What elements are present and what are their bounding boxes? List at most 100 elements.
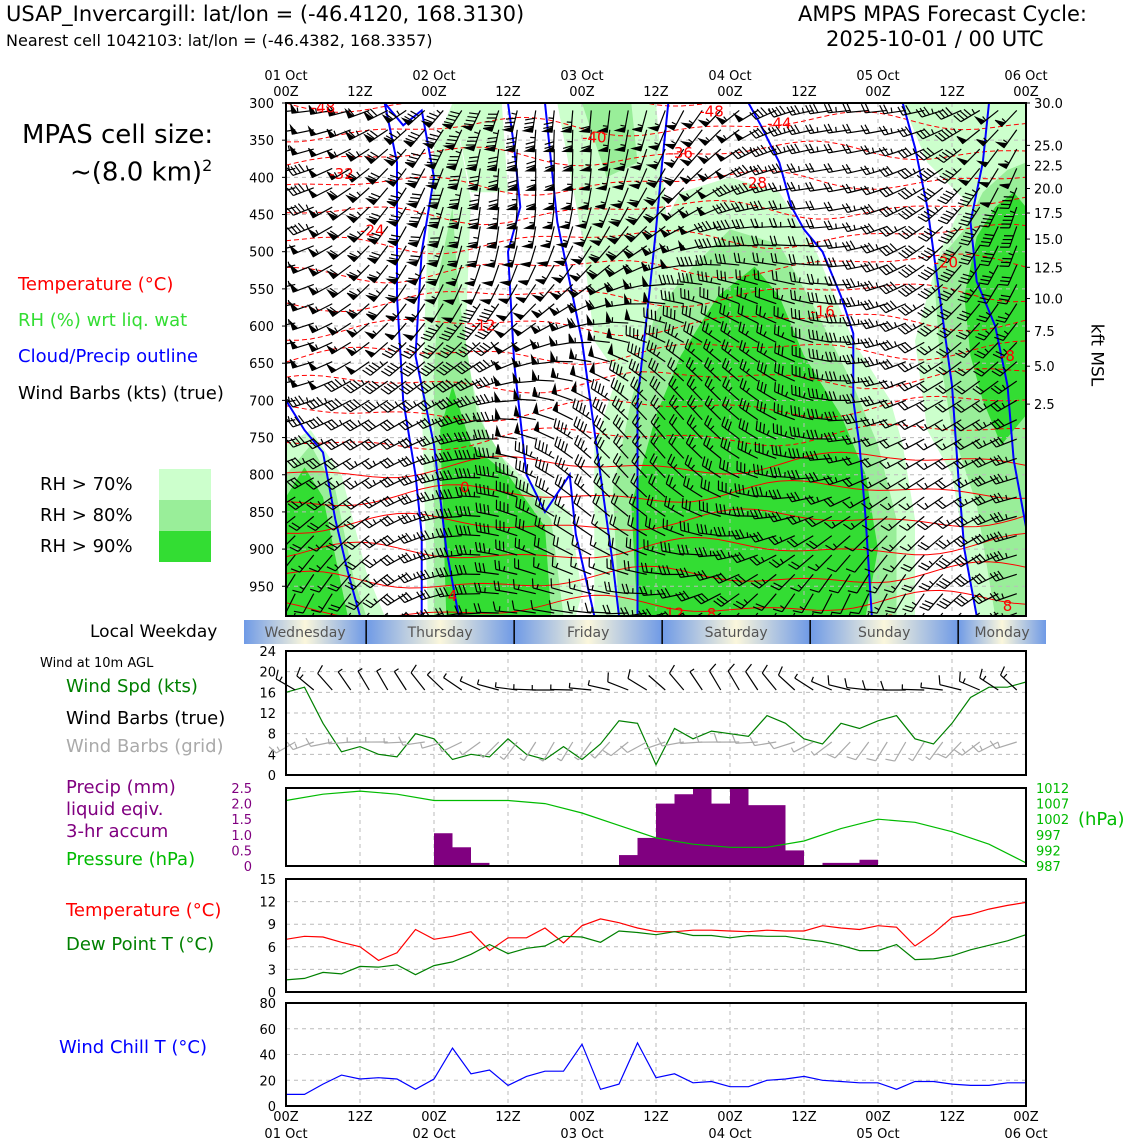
xsec-barb-5-feather [276,203,281,211]
xsec-barb-243-feather [445,117,456,122]
xsec-barb-218-feather [426,161,437,165]
xsec-barb-458-halfbarb [572,605,575,612]
xsec-barb-486 [613,110,629,133]
xsec-barb-424-halfbarb [564,467,569,473]
xsec-barb-298 [483,129,500,152]
xsec-barb-264-feather [439,508,445,518]
xsec-barb-406 [561,129,574,153]
xsec-barb-148 [362,361,389,376]
xsec-barb-247-flag [446,203,459,210]
xsec-barb-54-flag [308,105,317,115]
xsec-barb-124-feather [342,424,351,432]
xsec-barb-216-feather [426,115,436,121]
xsec-barb-206 [397,437,425,449]
xsec-barb-229-feather [421,367,430,374]
xsec-barb-199 [404,303,426,323]
xsec-barb-543-feather [647,179,658,183]
xsec-barb-158-staff [369,554,389,569]
xsec-barb-372 [515,497,537,517]
xsec-barb-281-feather [462,329,472,335]
xsec-barb-185-feather [383,556,391,565]
xsec-barb-385-flag [536,260,549,267]
xsec-barb-462 [595,168,611,191]
xsec-barb-388 [531,303,555,319]
xsec-barb-202-feather [399,370,409,377]
xsec-barb-797-halfbarb [821,374,824,380]
xsec-barb-562 [644,516,666,537]
xsec-barb-435 [578,168,592,191]
xsec-barb-994-feather [935,542,944,550]
xsec-barb-394-flag [532,402,539,415]
xsec-barb-520-feather [625,248,634,256]
xsec-barb-328-feather [507,203,517,208]
xsec-barb-976-feather [945,190,955,196]
xsec-barb-51-halfbarb [299,586,305,590]
xsec-barb-45-feather [286,460,295,469]
xsec-barb-288-feather [462,449,467,460]
xsec-barb-244-halfbarb [455,130,461,134]
xsec-barb-499-flag [607,342,614,356]
xsec-barb-177-halfbarb [394,401,399,407]
xsec-barb-479-feather [593,473,599,483]
xsec-barb-257-feather [438,383,447,391]
xsec-barb-847-halfbarb [857,300,860,306]
xsec-barb-502-halfbarb [620,408,625,414]
xsec-barb-953-feather [920,271,930,278]
xsec-barb-179-feather [386,438,395,446]
xsec-barb-266 [435,547,462,558]
xsec-barb-358-flag [518,261,532,268]
xsec-barb-200 [402,322,426,342]
xsec-barb-227-feather [425,330,435,335]
xsec-barb-309-feather [479,344,488,352]
xsec-barb-194-feather [410,216,421,219]
xsec-barb-106-feather [328,607,338,612]
xsec-barb-513-flag [632,126,644,133]
legend-rh80-swatch [159,500,211,531]
temperature-contour-18 [286,589,1026,616]
xsec-barb-523-flag [624,293,631,305]
xsec-barb-463-flag [595,203,607,210]
xsec-barb-428-feather [552,535,556,545]
xsec-barb-676-flag [732,131,744,142]
xsec-barb-322 [474,582,499,595]
xsec-barb-335-flag [493,329,506,339]
xsec-barb-236-feather [420,492,427,502]
xsec-barb-218-flag [423,163,437,170]
xsec-barb-163-feather [385,135,395,141]
xsec-barb-403-feather [531,578,534,588]
xsec-barb-372-halfbarb [526,507,530,513]
xsec-barb-557-halfbarb [655,424,661,429]
xsec-barb-416-halfbarb [555,323,559,329]
xsec-barb-562-feather [648,518,651,528]
xsec-barb-97-feather [331,419,339,427]
xsec-barb-454-feather [575,516,580,526]
xsec-barb-4 [286,187,296,191]
xsec-barb-765-halfbarb [798,277,801,283]
xsec-barb-370-halfbarb [529,470,533,476]
xsec-barb-468-feather [588,284,597,293]
xsec-barb-405-feather [562,125,572,130]
xsec-barb-479 [593,473,611,498]
xsec-barb-511 [604,581,629,595]
xsec-barb-756-feather [794,105,801,114]
xsec-barb-351-feather [525,117,535,121]
xsec-barb-508-feather [609,514,613,524]
xsec-barb-464-halfbarb [598,219,604,223]
xsec-barb-422-feather [563,424,568,434]
xsec-barb-59 [308,206,333,219]
xsec-barb-187-feather [379,598,388,606]
xsec-barb-577-feather [660,289,663,300]
xsec-barb-353-feather [526,164,536,169]
xsec-barb-255-feather [440,350,450,356]
xsec-barb-90-flag [326,288,339,299]
xsec-barb-516-flag [627,183,641,190]
xsec-barb-112-feather [348,193,358,199]
xsec-barb-964-staff [923,477,944,490]
xsec-barb-169 [385,245,407,266]
xsec-barb-155-feather [361,501,370,509]
xsec-barb-183-feather [379,518,387,527]
xsec-barb-432-flag [578,126,591,133]
xsec-barb-995-feather [935,562,945,570]
xsec-barb-183-feather [386,515,395,523]
xsec-barb-240-feather [424,569,431,579]
